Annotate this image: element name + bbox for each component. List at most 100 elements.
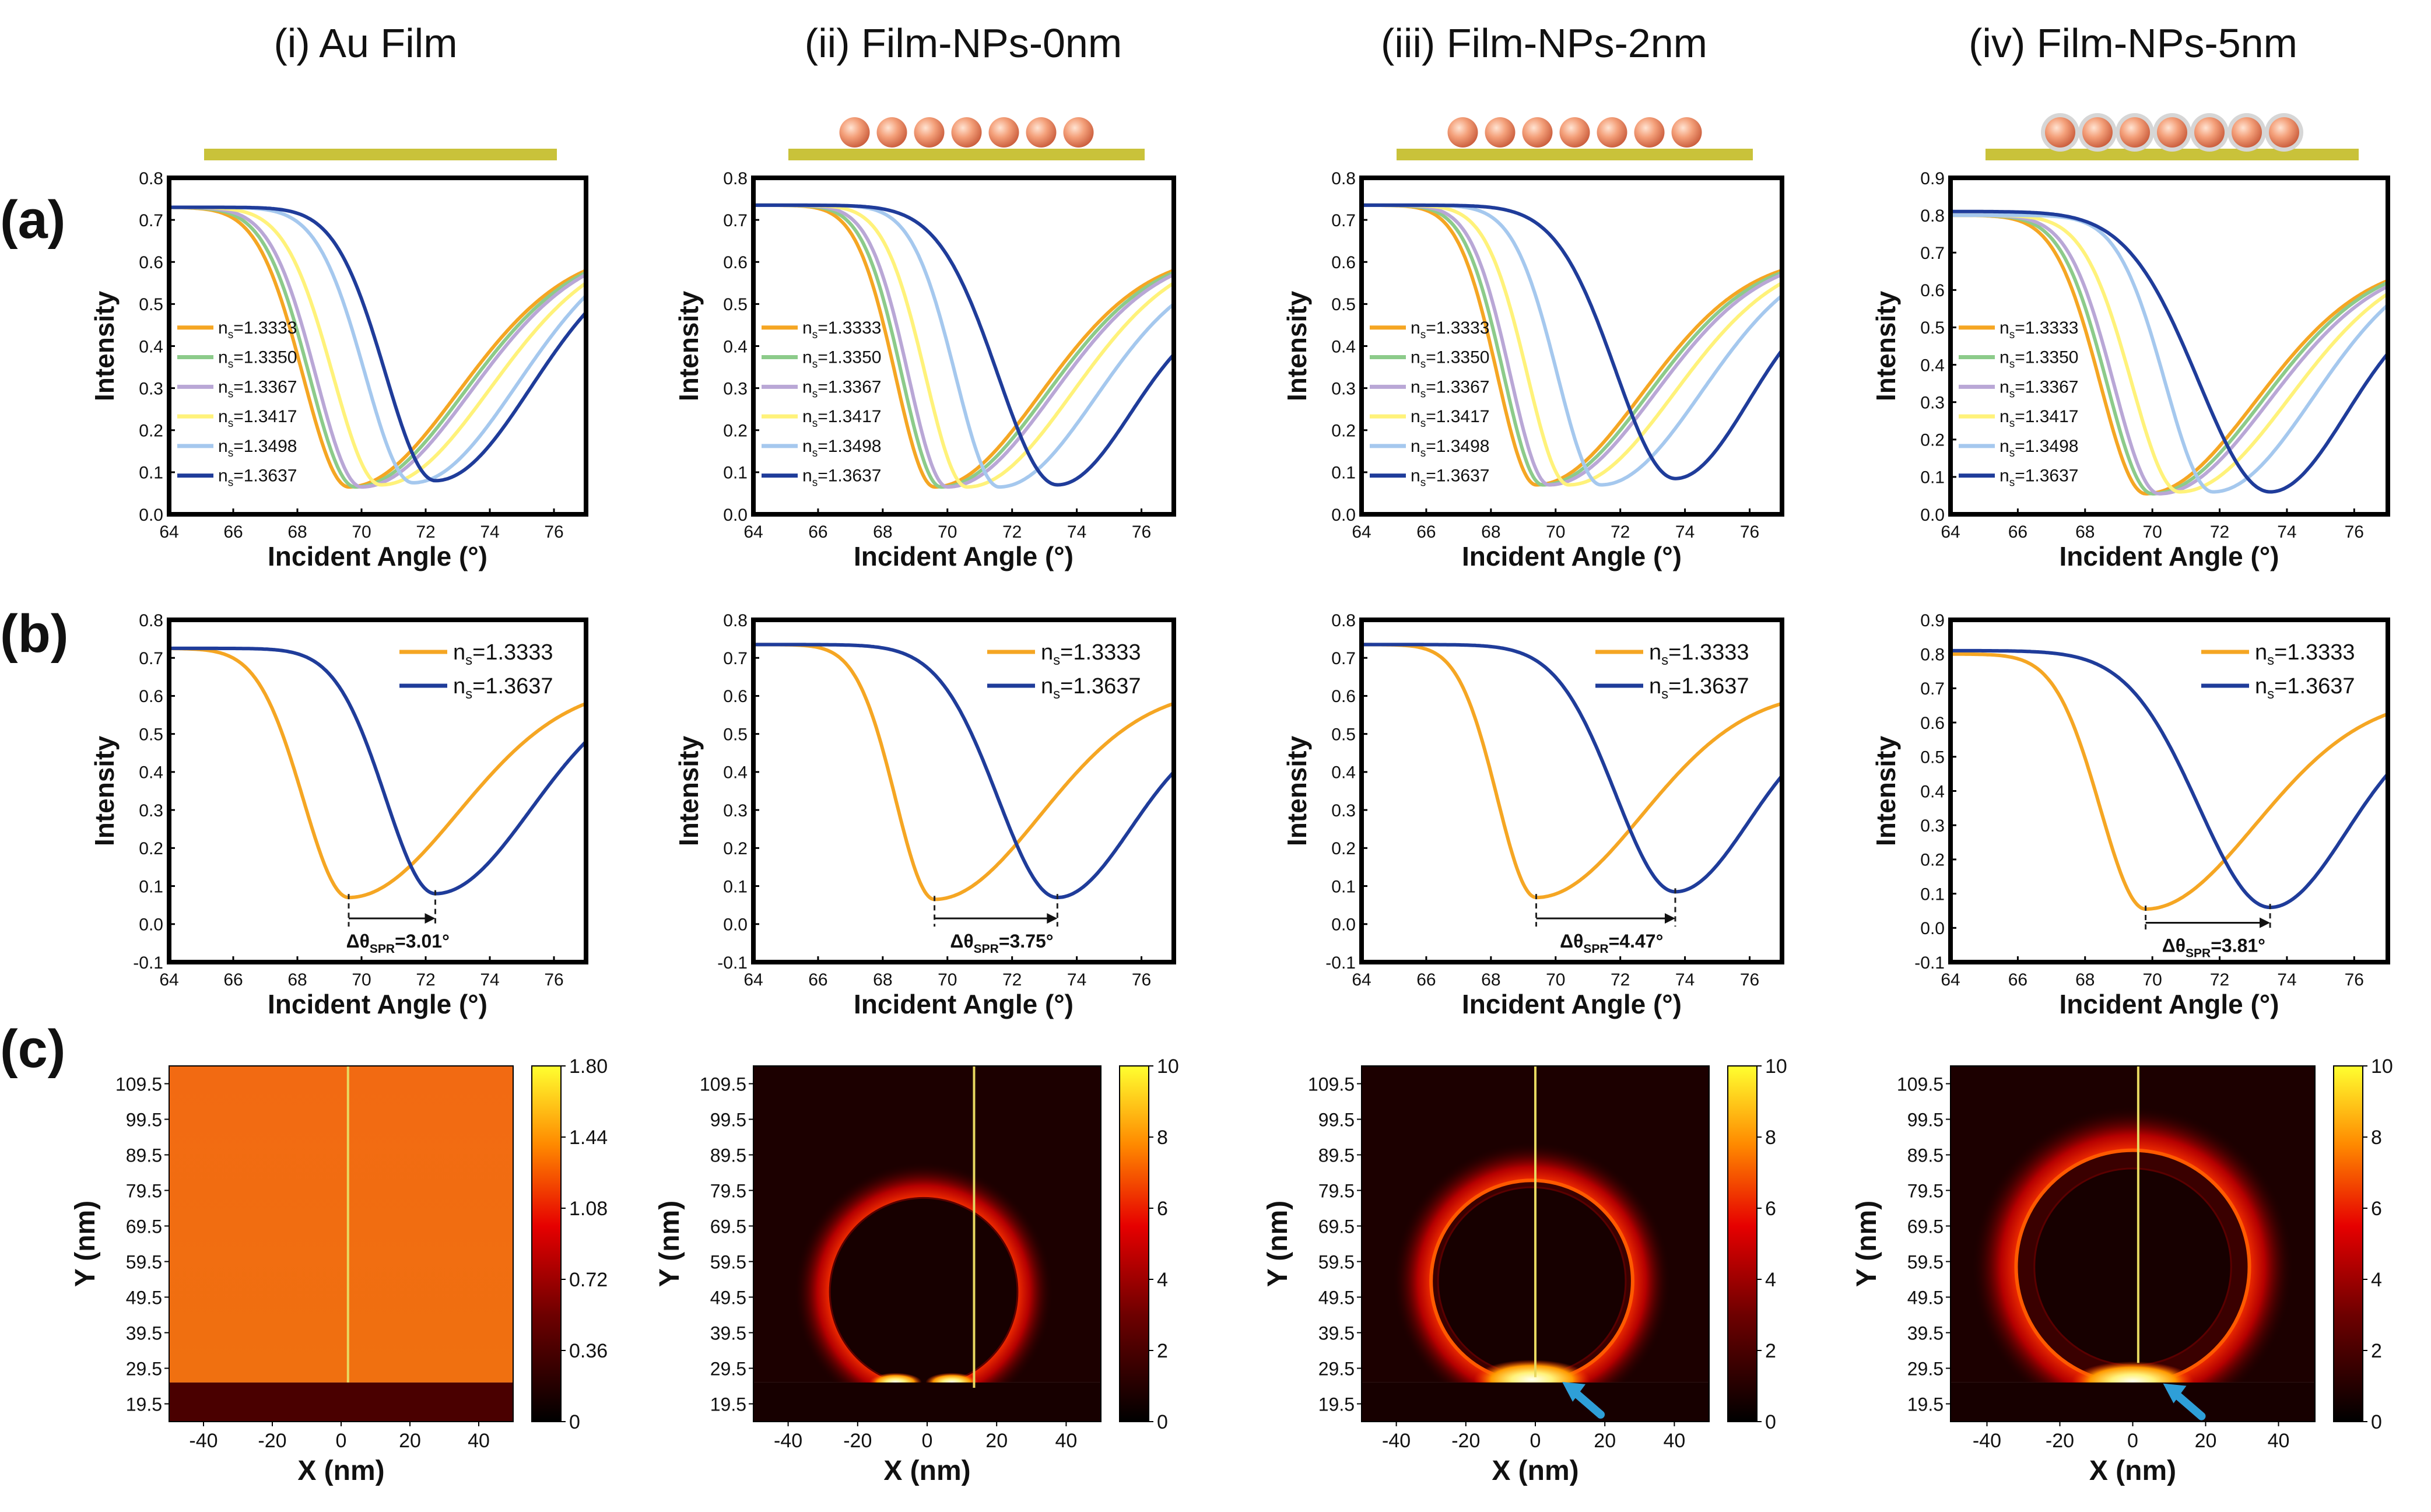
chart-a-iii: 64 66 68 70 72 74 76 0.0 0.1 0.2 0.3 0.4 0.5 0.6 0.7 0.… (1282, 169, 1784, 571)
colorbar-tick-label: 6 (1765, 1198, 1776, 1220)
x-axis-label: Incident Angle (°) (268, 989, 487, 1019)
x-axis-label: X (nm) (2089, 1455, 2176, 1486)
series-line-1.3350 (1362, 203, 1782, 487)
x-tick-label: 70 (938, 522, 957, 542)
y-tick-label: 0.0 (139, 915, 163, 935)
y-tick-label: 0.8 (1331, 169, 1356, 188)
y-tick-label: 39.5 (1318, 1323, 1355, 1344)
x-tick-label: 64 (743, 522, 763, 542)
y-tick-label: 0.4 (139, 337, 163, 356)
y-tick-label: 0.1 (723, 877, 748, 896)
x-tick-label: 40 (468, 1430, 490, 1452)
x-tick-label: 20 (985, 1430, 1008, 1452)
y-tick-label: 59.5 (126, 1252, 162, 1273)
hotspot-arrow (2172, 1390, 2206, 1420)
nanoparticle-core (2033, 1167, 2232, 1366)
x-tick-label: 64 (1352, 522, 1371, 542)
y-tick-label: 19.5 (1907, 1394, 1944, 1415)
gold-film-region (753, 1382, 1101, 1422)
y-tick-label: 59.5 (1318, 1252, 1355, 1273)
legend-label: ns=1.3637 (1649, 674, 1749, 702)
y-tick-label: 0.3 (1331, 801, 1356, 820)
plot-frame (167, 176, 588, 517)
x-tick-label: 40 (1663, 1430, 1685, 1452)
nanoparticle (1522, 117, 1553, 148)
y-tick-label: 0.7 (1331, 649, 1356, 668)
x-tick-label: 70 (1546, 522, 1565, 542)
column-title-film-nps-0nm: (ii) Film-NPs-0nm (805, 20, 1122, 66)
y-tick-label: 29.5 (1318, 1359, 1355, 1380)
nanoparticle (2269, 117, 2299, 148)
legend-label: ns=1.3350 (1411, 348, 1489, 371)
delta-theta-label: ΔθSPR=3.01° (346, 931, 450, 956)
nanoparticle (839, 117, 870, 148)
y-tick-label: 0.7 (723, 211, 748, 230)
x-tick-label: 66 (223, 970, 243, 990)
y-tick-label: 0.1 (1920, 885, 1945, 904)
x-tick-label: 68 (287, 970, 307, 990)
x-tick-label: 40 (2268, 1430, 2290, 1452)
y-tick-label: 19.5 (126, 1394, 162, 1415)
y-tick-label: 0.2 (1331, 422, 1356, 441)
x-tick-label: 70 (352, 970, 371, 990)
series-line-1.3333 (1951, 652, 2388, 911)
series-line-1.3637 (169, 646, 586, 896)
x-tick-label: 66 (1416, 970, 1436, 990)
y-tick-label: 0.0 (1920, 919, 1945, 938)
y-tick-label: 0.6 (1331, 253, 1356, 272)
y-tick-label: 0.1 (1331, 877, 1356, 896)
colorbar-tick-label: 6 (1157, 1198, 1168, 1220)
y-tick-label: 0.3 (139, 801, 163, 820)
nanoparticle (988, 117, 1019, 148)
x-tick-label: 74 (1675, 970, 1695, 990)
colorbar-tick-label: 1.44 (569, 1127, 608, 1149)
y-tick-label: 89.5 (710, 1145, 746, 1166)
y-tick-label: 0.4 (1331, 337, 1356, 356)
colorbar-tick-label: 6 (2371, 1198, 2382, 1220)
legend-label: ns=1.3637 (218, 466, 297, 489)
plot-frame (751, 176, 1176, 517)
nanoparticle (914, 117, 945, 148)
y-tick-label: 0.6 (1331, 687, 1356, 706)
y-tick-label: 0.8 (1331, 611, 1356, 630)
y-tick-label: 0.2 (1920, 851, 1945, 870)
y-tick-label: 0.1 (139, 464, 163, 483)
au-film-bar (788, 149, 1145, 160)
y-tick-label: 0.0 (723, 506, 748, 525)
y-tick-label: 0.4 (723, 763, 748, 783)
au-film-bar (1986, 149, 2359, 160)
legend-label: ns=1.3350 (218, 348, 297, 371)
y-tick-label: 0.3 (139, 379, 163, 398)
nanoparticle (2194, 117, 2225, 148)
x-tick-label: 68 (2075, 970, 2095, 990)
colorbar-tick-label: 4 (1765, 1269, 1776, 1291)
y-tick-label: 0.4 (723, 337, 748, 356)
y-tick-label: 0.6 (139, 687, 163, 706)
y-tick-label: 0.0 (723, 915, 748, 935)
x-axis-label: Incident Angle (°) (1462, 989, 1682, 1019)
y-tick-label: 99.5 (1907, 1110, 1944, 1131)
x-tick-label: 68 (287, 522, 307, 542)
y-tick-label: 0.7 (139, 649, 163, 668)
x-tick-label: 74 (2277, 970, 2296, 990)
y-tick-label: 0.6 (139, 253, 163, 272)
delta-theta-label: ΔθSPR=3.75° (950, 931, 1053, 956)
y-axis-label: Intensity (1282, 736, 1312, 847)
schematic-1 (204, 149, 557, 160)
x-tick-label: 66 (2008, 970, 2027, 990)
y-tick-label: -0.1 (1914, 953, 1945, 973)
y-tick-label: 79.5 (710, 1181, 746, 1202)
y-tick-label: 69.5 (126, 1216, 162, 1237)
chart-b-iii: 64 66 68 70 72 74 76 -0.1 0.0 0.1 0.2 0.3 0.4 0.5 0.6 0… (1282, 611, 1784, 1019)
x-tick-label: 74 (1067, 522, 1086, 542)
series-line-1.3637 (753, 203, 1174, 487)
x-tick-label: -20 (2046, 1430, 2074, 1452)
x-tick-label: 70 (352, 522, 371, 542)
x-tick-label: -40 (774, 1430, 802, 1452)
x-tick-label: 74 (480, 522, 499, 542)
legend-label: ns=1.3417 (1999, 407, 2078, 430)
plot-frame (1359, 618, 1784, 964)
nanoparticle (2082, 117, 2113, 148)
y-tick-label: 0.7 (1920, 244, 1945, 263)
y-tick-label: 19.5 (1318, 1394, 1355, 1415)
